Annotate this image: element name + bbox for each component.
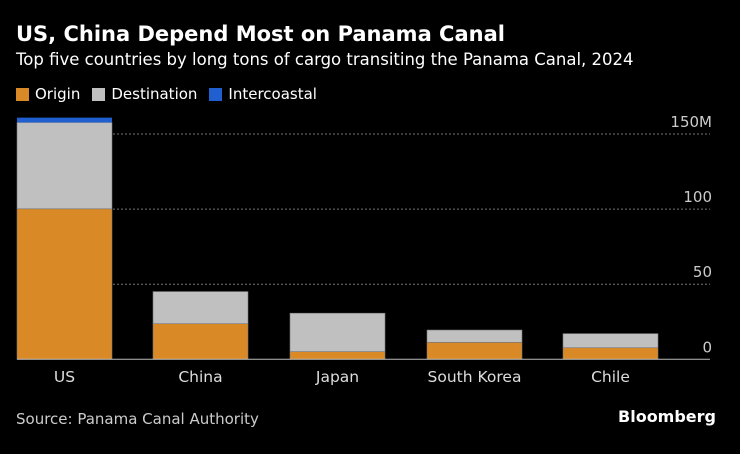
bar-destination-south-korea	[426, 329, 523, 343]
x-tick-label: South Korea	[428, 368, 522, 386]
x-tick-label: China	[178, 368, 222, 386]
bloomberg-logo: Bloomberg	[618, 407, 716, 426]
bar-origin-japan	[289, 351, 386, 360]
legend-item-intercoastal: Intercoastal	[209, 85, 317, 103]
legend-label: Intercoastal	[228, 85, 317, 103]
x-tick-label: Japan	[315, 368, 359, 386]
x-tick-label: Chile	[591, 368, 630, 386]
bar-destination-us	[16, 122, 113, 210]
bar-destination-chile	[562, 333, 659, 349]
legend-swatch	[92, 87, 106, 101]
x-tick-label: US	[54, 368, 75, 386]
bar-destination-china	[152, 291, 249, 325]
legend-swatch	[16, 87, 29, 101]
legend-label: Origin	[35, 85, 81, 103]
bar-intercoastal-us	[17, 117, 112, 123]
bar-origin-china	[152, 323, 249, 360]
legend-swatch	[209, 87, 223, 101]
bar-origin-us	[16, 208, 113, 360]
bar-origin-south-korea	[426, 342, 523, 360]
y-tick-label: 100	[683, 188, 712, 206]
legend-item-destination: Destination	[92, 85, 197, 103]
y-tick-label: 150M	[670, 113, 712, 131]
chart-title: US, China Depend Most on Panama Canal	[16, 22, 505, 46]
legend-item-origin: Origin	[16, 85, 80, 103]
y-tick-label: 50	[693, 263, 712, 281]
y-tick-label: 0	[702, 338, 712, 356]
bar-destination-japan	[289, 312, 386, 352]
source-note: Source: Panama Canal Authority	[16, 410, 259, 428]
bar-origin-chile	[562, 347, 659, 360]
chart-subtitle: Top five countries by long tons of cargo…	[16, 50, 634, 69]
legend: Origin Destination Intercoastal	[16, 85, 317, 103]
legend-label: Destination	[111, 85, 198, 103]
